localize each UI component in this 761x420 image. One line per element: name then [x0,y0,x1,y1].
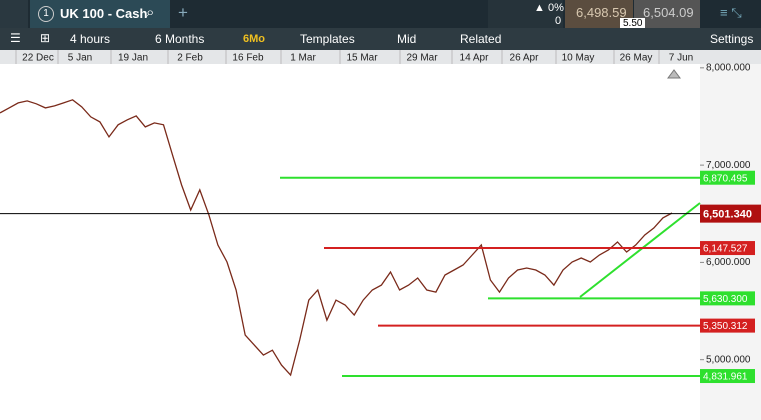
level-label: 5,630.300 [703,294,748,305]
menu[interactable] [0,0,28,28]
current-price-box [700,204,761,223]
scroll-marker[interactable] [667,69,681,79]
y-tick-label: 6,000.000 [706,257,751,268]
date-axis [0,50,761,64]
level-label: 5,350.312 [703,321,748,332]
level-label: 6,870.495 [703,173,748,184]
trendline [579,202,701,298]
change-value: 0% [547,2,564,14]
y-tick-label: 7,000.000 [706,160,751,171]
level-label: 4,831.961 [703,372,748,383]
templates[interactable]: Templates [300,32,355,46]
date-label: 1 Mar [290,53,316,64]
related[interactable]: Related [460,32,502,46]
date-label: 10 May [562,53,595,64]
interval[interactable]: 4 hours [70,32,111,46]
layout-icon[interactable]: ⊞ [40,31,51,45]
level-label-box [700,318,755,333]
y-tick-label: 8,000.000 [706,62,751,73]
level-label-box [700,369,755,384]
date-label: 22 Dec [22,53,54,64]
tab-number: 1 [38,6,54,22]
date-label: 16 Feb [232,53,264,64]
range-badge: 6Mo [243,33,265,45]
settings[interactable]: Settings [710,32,754,46]
add-tab[interactable]: + [178,3,188,22]
buy-price: 6,504.09 [643,5,694,20]
date-label: 26 May [620,53,653,64]
change-box [488,0,563,28]
date-label: 15 Mar [346,53,378,64]
date-label: 7 Jun [669,53,693,64]
price-line [0,99,673,377]
price-type[interactable]: Mid [397,32,417,46]
level-label: 6,147.527 [703,244,748,255]
toolbar: ☰ ⊞ 4 hours 6 Months 6Mo Templates Mid R… [0,28,761,50]
change: ▲ 0% [534,2,564,14]
level-label-box [700,241,755,256]
chart: 22 Dec 5 Jan 19 Jan 2 Feb 16 Feb 1 Mar 15 Mar 2… [0,50,761,420]
date-label: 2 Feb [177,53,203,64]
window-icons[interactable]: ≡ ⤡ [720,5,742,20]
date-label: 5 Jan [68,53,92,64]
menu-icon[interactable]: ☰ [10,31,21,45]
level-label-box [700,291,755,306]
search-icon[interactable]: ⌕ [146,4,155,21]
instrument: UK 100 - Cash [60,6,148,21]
current-price-label: 6,501.340 [703,209,752,221]
date-label: 19 Jan [118,53,148,64]
date-label: 29 Mar [406,53,438,64]
spread: 5.50 [620,18,646,29]
range[interactable]: 6 Months [155,32,205,46]
sell-price: 6,498.59 [576,5,627,20]
level-label-box [700,170,755,185]
change-count: 0 [555,15,562,27]
date-label: 26 Apr [510,53,540,64]
header: 1 UK 100 - Cash ⌕ + ▲ 0% 0 6,498.59 6,50… [0,0,761,29]
y-tick-label: 5,000.000 [706,354,751,365]
date-label: 14 Apr [460,53,490,64]
